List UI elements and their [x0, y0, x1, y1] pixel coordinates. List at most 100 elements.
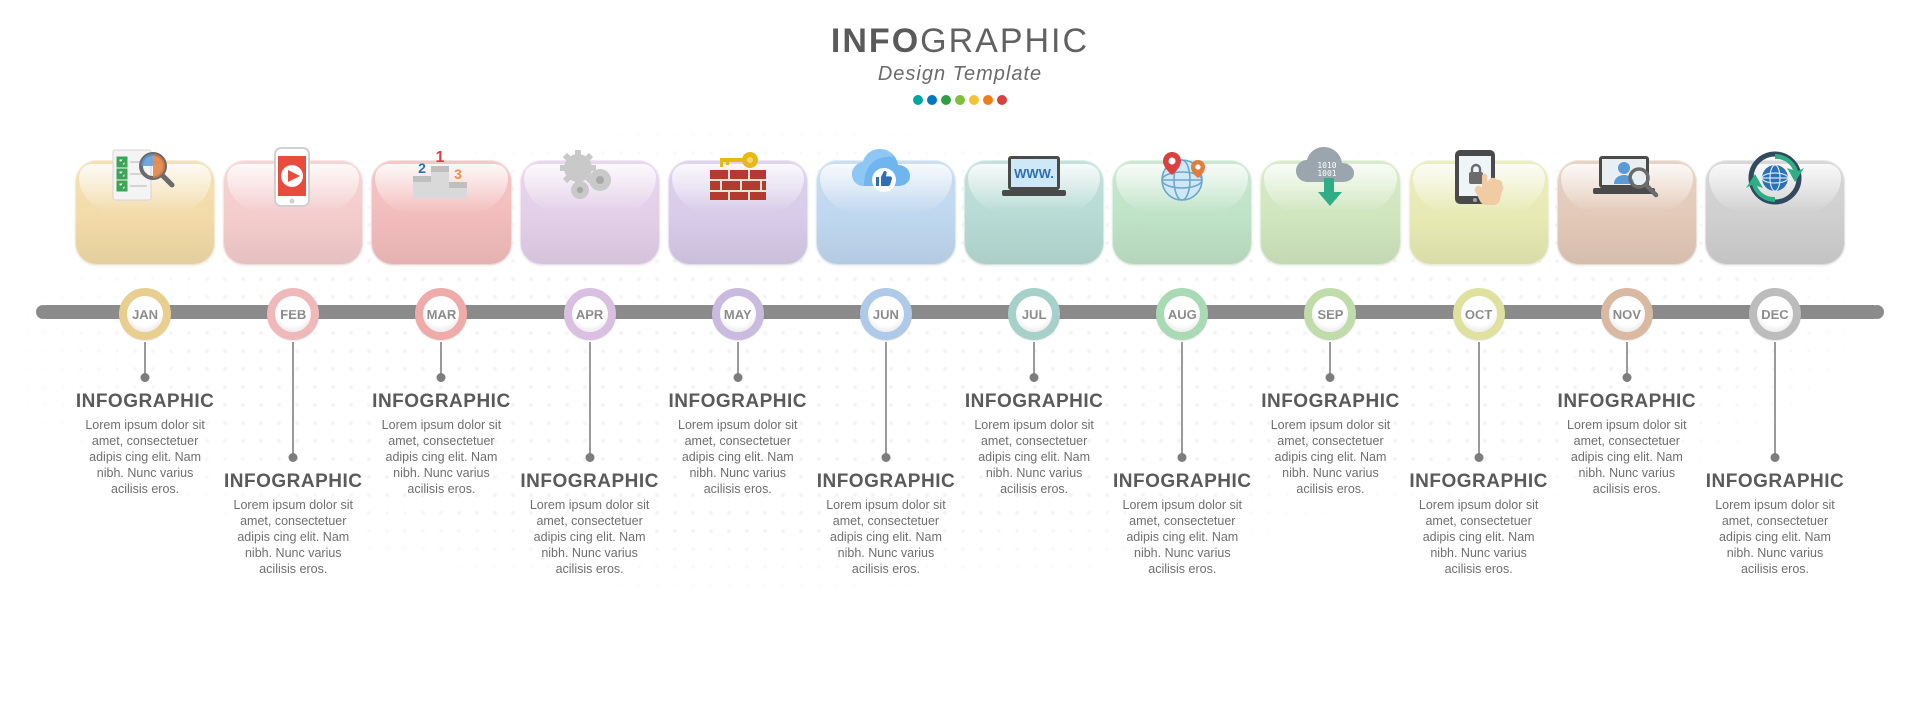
connector-stub [589, 342, 591, 457]
globe-refresh-icon [1731, 142, 1819, 212]
month-node: DEC [1705, 288, 1845, 340]
desc-body: Lorem ipsum dolor sit amet, consectetuer… [1409, 497, 1549, 577]
header-dot-row [0, 92, 1920, 110]
header-dot [941, 95, 951, 105]
title-light: GRAPHIC [920, 22, 1089, 60]
month-badge-nov: NOV [1601, 288, 1653, 340]
month-badge-may: MAY [712, 288, 764, 340]
desc-col-aug: INFOGRAPHICLorem ipsum dolor sit amet, c… [1112, 342, 1252, 577]
connector-stub [1626, 342, 1628, 377]
timeline-stage: JAN FEB MAR APR MAY JUN JUL AUG SEP OCT NOV DEC INF… [0, 110, 1920, 680]
header: INFOGRAPHIC Design Template [0, 0, 1920, 110]
month-node: APR [520, 288, 660, 340]
month-node: SEP [1260, 288, 1400, 340]
desc-body: Lorem ipsum dolor sit amet, consectetuer… [1557, 417, 1697, 497]
header-dot [997, 95, 1007, 105]
connector-stub [1033, 342, 1035, 377]
month-badge-mar: MAR [415, 288, 467, 340]
desc-heading: INFOGRAPHIC [75, 391, 215, 413]
cloud-like-icon [842, 142, 930, 212]
card-row [75, 160, 1845, 265]
desc-body: Lorem ipsum dolor sit amet, consectetuer… [371, 417, 511, 497]
desc-heading: INFOGRAPHIC [964, 391, 1104, 413]
header-dot [927, 95, 937, 105]
cloud-download-icon [1286, 142, 1374, 212]
desc-body: Lorem ipsum dolor sit amet, consectetuer… [668, 417, 808, 497]
desc-block: INFOGRAPHIC Lorem ipsum dolor sit amet, c… [75, 391, 215, 497]
desc-col-may: INFOGRAPHIC Lorem ipsum dolor sit amet, c… [668, 342, 808, 577]
header-dot [913, 95, 923, 105]
title-bold: INFO [831, 22, 920, 60]
month-badge-jul: JUL [1008, 288, 1060, 340]
header-dot [969, 95, 979, 105]
desc-heading: INFOGRAPHIC [1409, 471, 1549, 493]
desc-col-oct: INFOGRAPHIC Lorem ipsum dolor sit amet, c… [1409, 342, 1549, 577]
desc-block: INFOGRAPHICLorem ipsum dolor sit amet, c… [1112, 471, 1252, 577]
month-card-jan [75, 160, 215, 265]
month-node: FEB [223, 288, 363, 340]
connector-stub [292, 342, 294, 457]
desc-col-feb: INFOGRAPHICLorem ipsum dolor sit amet, c… [223, 342, 363, 577]
desc-body: Lorem ipsum dolor sit amet, consectetuer… [1705, 497, 1845, 577]
desc-heading: INFOGRAPHIC [371, 391, 511, 413]
month-badge-jun: JUN [860, 288, 912, 340]
month-card-dec [1705, 160, 1845, 265]
month-badge-feb: FEB [267, 288, 319, 340]
month-card-aug [1112, 160, 1252, 265]
laptop-www-icon [990, 142, 1078, 212]
page-title: INFOGRAPHIC [0, 22, 1920, 61]
firewall-key-icon [694, 142, 782, 212]
desc-block: INFOGRAPHIC Lorem ipsum dolor sit amet, c… [668, 391, 808, 497]
month-node: JAN [75, 288, 215, 340]
month-card-mar [371, 160, 511, 265]
desc-block: INFOGRAPHIC Lorem ipsum dolor sit amet, c… [520, 471, 660, 577]
month-card-feb [223, 160, 363, 265]
month-node: MAY [668, 288, 808, 340]
month-node: AUG [1112, 288, 1252, 340]
month-card-jul [964, 160, 1104, 265]
desc-block: INFOGRAPHIC Lorem ipsum dolor sit amet, c… [1557, 391, 1697, 497]
phone-play-icon [249, 142, 337, 212]
desc-col-dec: INFOGRAPHIC Lorem ipsum dolor sit amet, c… [1705, 342, 1845, 577]
desc-body: Lorem ipsum dolor sit amet, consectetuer… [75, 417, 215, 497]
month-card-oct [1409, 160, 1549, 265]
month-node: JUN [816, 288, 956, 340]
tablet-lock-icon [1435, 142, 1523, 212]
globe-pins-icon [1138, 142, 1226, 212]
desc-heading: INFOGRAPHIC [1112, 471, 1252, 493]
desc-body: Lorem ipsum dolor sit amet, consectetuer… [520, 497, 660, 577]
month-badge-oct: OCT [1453, 288, 1505, 340]
desc-heading: INFOGRAPHIC [1705, 471, 1845, 493]
connector-stub [440, 342, 442, 377]
month-badge-sep: SEP [1304, 288, 1356, 340]
month-card-apr [520, 160, 660, 265]
desc-block: INFOGRAPHIC Lorem ipsum dolor sit amet, c… [371, 391, 511, 497]
month-badge-apr: APR [564, 288, 616, 340]
description-row: INFOGRAPHIC Lorem ipsum dolor sit amet, c… [75, 342, 1845, 577]
desc-block: INFOGRAPHIC Lorem ipsum dolor sit amet, c… [1409, 471, 1549, 577]
desc-col-mar: INFOGRAPHIC Lorem ipsum dolor sit amet, c… [371, 342, 511, 577]
header-dot [955, 95, 965, 105]
page-subtitle: Design Template [0, 63, 1920, 86]
desc-heading: INFOGRAPHIC [1557, 391, 1697, 413]
desc-body: Lorem ipsum dolor sit amet, consectetuer… [816, 497, 956, 577]
desc-heading: INFOGRAPHIC [1260, 391, 1400, 413]
desc-block: INFOGRAPHICLorem ipsum dolor sit amet, c… [223, 471, 363, 577]
desc-heading: INFOGRAPHIC [223, 471, 363, 493]
month-card-sep [1260, 160, 1400, 265]
desc-block: INFOGRAPHIC Lorem ipsum dolor sit amet, c… [1260, 391, 1400, 497]
desc-heading: INFOGRAPHIC [520, 471, 660, 493]
desc-col-apr: INFOGRAPHIC Lorem ipsum dolor sit amet, c… [520, 342, 660, 577]
podium-icon [397, 142, 485, 212]
laptop-user-search-icon [1583, 142, 1671, 212]
desc-heading: INFOGRAPHIC [816, 471, 956, 493]
desc-col-jul: INFOGRAPHICLorem ipsum dolor sit amet, c… [964, 342, 1104, 577]
connector-stub [1329, 342, 1331, 377]
desc-body: Lorem ipsum dolor sit amet, consectetuer… [1260, 417, 1400, 497]
connector-stub [144, 342, 146, 377]
connector-stub [1478, 342, 1480, 457]
connector-stub [885, 342, 887, 457]
checklist-search-icon [101, 142, 189, 212]
desc-heading: INFOGRAPHIC [668, 391, 808, 413]
desc-col-sep: INFOGRAPHIC Lorem ipsum dolor sit amet, c… [1260, 342, 1400, 577]
